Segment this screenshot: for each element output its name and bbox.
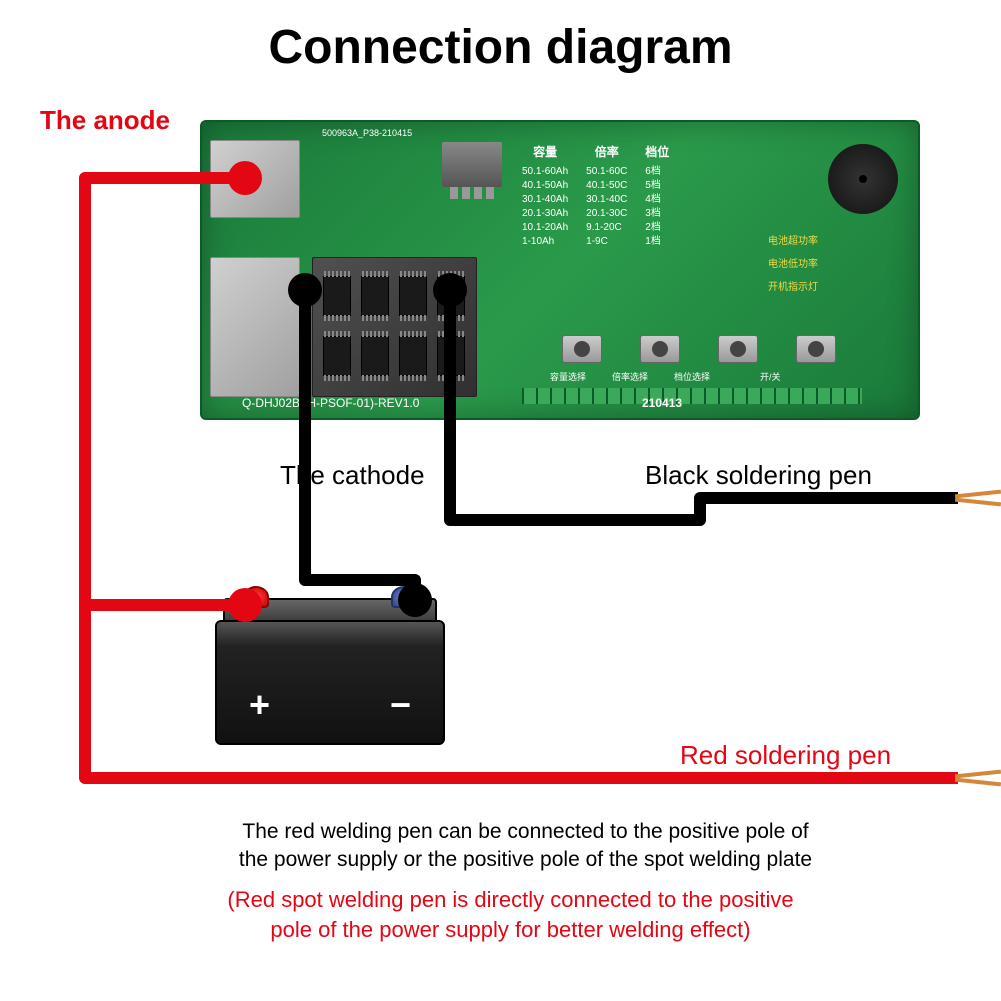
mosfet-chip (399, 336, 427, 376)
battery-plus-icon: + (249, 684, 270, 726)
mosfet-chip (437, 276, 465, 316)
mosfet-chip (399, 276, 427, 316)
buzzer (828, 144, 898, 214)
red-pen-tip (955, 778, 1001, 787)
mosfet-chip (361, 336, 389, 376)
diagram-title: Connection diagram (0, 20, 1001, 75)
col3-header: 档位 (645, 144, 669, 161)
anode-label: The anode (40, 105, 170, 136)
battery: + − (215, 590, 445, 745)
red-pen-label: Red soldering pen (680, 740, 891, 771)
battery-positive-terminal (243, 586, 269, 608)
black-pen-tip (955, 498, 1001, 507)
mosfet-chip (437, 336, 465, 376)
pcb-button-row (562, 335, 836, 363)
pcb-settings-table: 容量 50.1-60Ah 40.1-50Ah 30.1-40Ah 20.1-30… (522, 144, 669, 249)
pcb-bottom-code: Q-DHJ02B (H-PSOF-01)-REV1.0 (242, 396, 419, 410)
battery-minus-icon: − (390, 684, 411, 726)
battery-body: + − (215, 620, 445, 745)
pcb-cn-side-labels: 电池超功率 电池低功率 开机指示灯 (768, 232, 818, 301)
cathode-label: The cathode (280, 460, 425, 491)
mosfet-chip (361, 276, 389, 316)
anode-pad (210, 140, 300, 218)
cathode-pad-2 (312, 257, 477, 397)
tactile-button (640, 335, 680, 363)
col2-header: 倍率 (586, 144, 627, 161)
pcb-button-labels: 容量选择 倍率选择 档位选择 开/关 (550, 370, 781, 383)
col1-header: 容量 (522, 144, 568, 161)
tactile-button (562, 335, 602, 363)
pcb-board: 500963A_P38-210415 容量 50.1-60Ah 40.1-50A… (200, 120, 920, 420)
mosfet-chip (323, 276, 351, 316)
tactile-button (796, 335, 836, 363)
cathode-pad-1 (210, 257, 300, 397)
black-pen-tip (955, 490, 1001, 499)
description-red-text: (Red spot welding pen is directly connec… (80, 885, 941, 944)
black-pen-label: Black soldering pen (645, 460, 872, 491)
tactile-button (718, 335, 758, 363)
pcb-top-code: 500963A_P38-210415 (322, 128, 412, 138)
battery-negative-terminal (391, 586, 417, 608)
resistor-strip (522, 388, 862, 404)
red-pen-tip (955, 770, 1001, 779)
voltage-regulator (442, 142, 502, 187)
description-text: The red welding pen can be connected to … (110, 818, 941, 875)
mosfet-chip (323, 336, 351, 376)
pcb-rev-code: 210413 (642, 396, 682, 410)
